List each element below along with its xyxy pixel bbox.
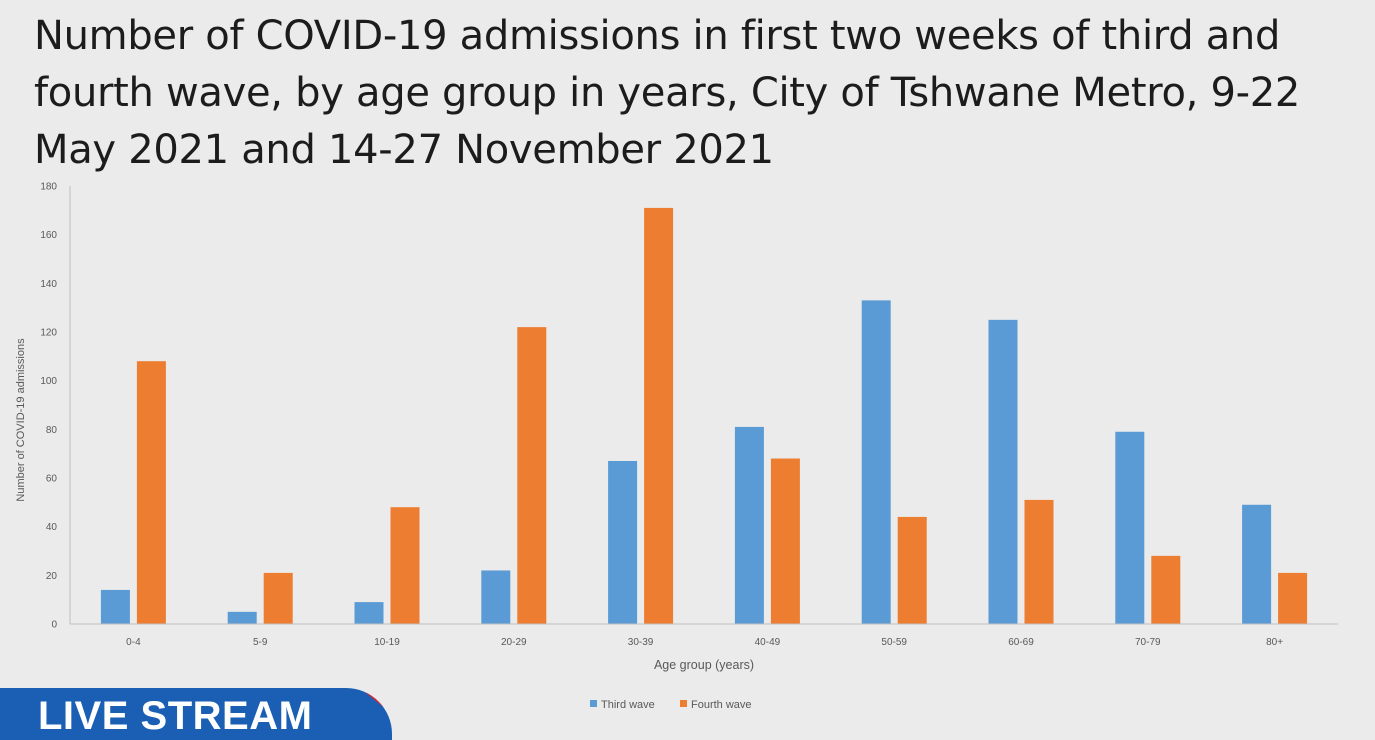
x-tick-label: 10-19 (374, 637, 400, 648)
red-corner-accent (360, 688, 392, 714)
legend-swatch (680, 700, 687, 707)
x-tick-label: 5-9 (253, 637, 268, 648)
third-wave-bar-5-9 (227, 611, 257, 624)
y-tick-label: 40 (46, 522, 58, 533)
y-tick-label: 20 (46, 571, 58, 582)
x-tick-label: 40-49 (755, 637, 781, 648)
third-wave-bar-70-79 (1115, 431, 1145, 624)
x-tick-label: 80+ (1266, 637, 1283, 648)
x-tick-label: 0-4 (126, 637, 141, 648)
x-tick-label: 70-79 (1135, 637, 1161, 648)
third-wave-bar-40-49 (734, 426, 764, 624)
legend-label: Fourth wave (691, 699, 752, 711)
fourth-wave-bar-10-19 (390, 507, 420, 624)
x-tick-label: 20-29 (501, 637, 527, 648)
third-wave-bar-60-69 (988, 319, 1018, 624)
legend: Third wave Fourth wave (590, 699, 752, 711)
fourth-wave-bar-60-69 (1024, 499, 1054, 624)
fourth-wave-bar-30-39 (644, 207, 674, 624)
y-tick-label: 120 (40, 328, 57, 339)
y-tick-label: 140 (40, 279, 57, 290)
live-stream-banner: LIVE STREAM (0, 688, 400, 740)
y-tick-label: 160 (40, 230, 57, 241)
y-axis-label: Number of COVID-19 admissions (15, 338, 27, 502)
fourth-wave-bar-80+ (1278, 572, 1308, 624)
bar-chart: 0 20 40 60 80 100 120 140 160 180 0-4 5-9 10-19 20-2… (15, 182, 1338, 711)
third-wave-bar-80+ (1242, 504, 1272, 624)
y-tick-label: 100 (40, 376, 57, 387)
y-tick-label: 180 (40, 182, 57, 193)
third-wave-bar-20-29 (481, 570, 511, 624)
y-axis: 0 20 40 60 80 100 120 140 160 180 (40, 182, 71, 631)
legend-label: Third wave (601, 699, 655, 711)
live-stream-label: LIVE STREAM (38, 694, 313, 738)
fourth-wave-bar-40-49 (770, 458, 800, 624)
x-tick-label: 50-59 (881, 637, 907, 648)
x-tick-label: 60-69 (1008, 637, 1034, 648)
third-wave-bar-50-59 (861, 300, 891, 624)
x-axis: 0-4 5-9 10-19 20-29 30-39 40-49 50-59 60-69 70-7… (70, 623, 1338, 648)
third-wave-bar-30-39 (608, 460, 638, 624)
fourth-wave-bar-50-59 (897, 516, 927, 624)
fourth-wave-bar-5-9 (263, 572, 293, 624)
x-tick-label: 30-39 (628, 637, 654, 648)
fourth-wave-bar-70-79 (1151, 555, 1181, 624)
y-tick-label: 0 (51, 620, 57, 631)
x-axis-label: Age group (years) (654, 658, 754, 672)
bars (100, 207, 1308, 624)
fourth-wave-bar-20-29 (517, 327, 547, 624)
legend-swatch (590, 700, 597, 707)
third-wave-bar-0-4 (100, 589, 130, 624)
third-wave-bar-10-19 (354, 602, 384, 624)
page-title: Number of COVID-19 admissions in first t… (34, 13, 1301, 173)
fourth-wave-bar-0-4 (136, 361, 166, 624)
y-tick-label: 60 (46, 474, 58, 485)
y-tick-label: 80 (46, 425, 58, 436)
live-stream-background (0, 688, 392, 740)
